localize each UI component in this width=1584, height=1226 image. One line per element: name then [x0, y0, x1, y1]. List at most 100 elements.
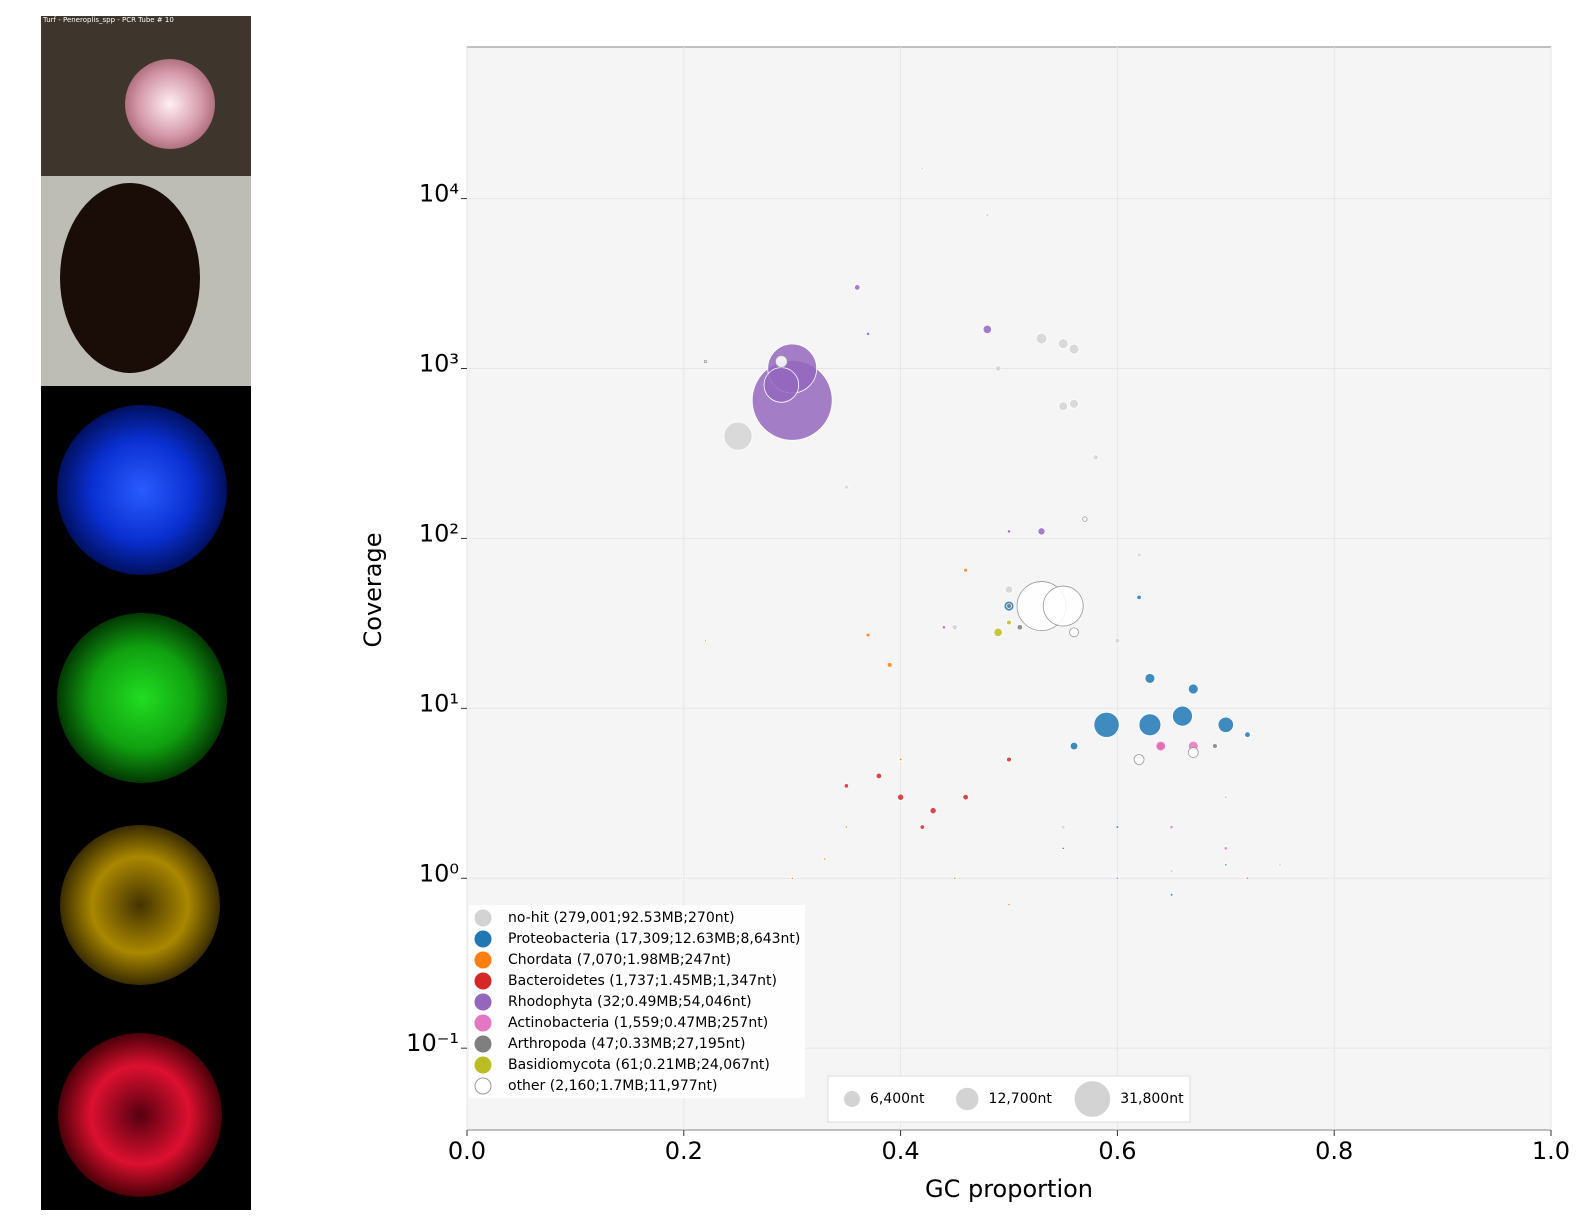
size-legend-marker: [956, 1088, 979, 1111]
bubble: [942, 626, 945, 629]
y-tick-label: 10⁴: [419, 180, 459, 208]
caption: Turf - Peneroplis_spp - PCR Tube # 10: [42, 16, 174, 24]
figure: Turf - Peneroplis_spp - PCR Tube # 10 GC…: [0, 0, 1584, 1222]
bubble: [724, 422, 752, 450]
bubble: [887, 663, 892, 668]
legend-marker: [475, 931, 491, 947]
bubble: [1134, 754, 1144, 764]
y-axis-label: Coverage: [359, 533, 387, 648]
bubble: [1188, 747, 1198, 757]
size-legend-label: 31,800nt: [1120, 1091, 1184, 1107]
bubble: [920, 825, 924, 829]
legend-label: Actinobacteria (1,559;0.47MB;257nt): [508, 1015, 768, 1031]
bubble: [1069, 344, 1079, 354]
bubble: [921, 167, 924, 170]
shell: [60, 183, 200, 373]
size-legend-label: 6,400nt: [870, 1091, 925, 1107]
bubble: [1224, 847, 1227, 850]
legend-label: Bacteroidetes (1,737;1.45MB;1,347nt): [508, 973, 777, 989]
shell: [57, 405, 227, 575]
x-tick-label: 0.4: [882, 1137, 920, 1165]
bubble: [1139, 714, 1161, 736]
bubble: [1070, 399, 1079, 408]
x-tick-label: 0.2: [665, 1137, 703, 1165]
legend-marker: [475, 910, 491, 926]
bubble: [844, 784, 848, 788]
bubble: [1070, 628, 1079, 637]
bubble: [704, 640, 706, 642]
x-tick-label: 1.0: [1532, 1137, 1570, 1165]
bubble: [704, 360, 706, 362]
x-tick-label: 0.6: [1098, 1137, 1136, 1165]
legend-marker: [475, 973, 491, 989]
bubble: [1038, 528, 1045, 535]
bubble: [1170, 870, 1173, 873]
bubble: [1005, 586, 1013, 594]
bubble: [764, 368, 799, 403]
bubble: [1008, 903, 1010, 905]
legend-label: no-hit (279,001;92.53MB;270nt): [508, 910, 735, 926]
legend-marker: [475, 952, 491, 968]
bubble: [1137, 553, 1141, 557]
bubble: [866, 332, 869, 335]
legend-label: Rhodophyta (32;0.49MB;54,046nt): [508, 994, 752, 1010]
bubble: [983, 325, 991, 333]
size-legend-marker: [844, 1091, 860, 1107]
bubble: [1170, 825, 1173, 828]
bubble: [854, 285, 860, 291]
legend-label: other (2,160;1.7MB;11,977nt): [508, 1078, 717, 1094]
bubble: [1061, 825, 1065, 829]
bubble: [1115, 638, 1120, 643]
bubble: [1007, 530, 1010, 533]
size-legend-marker: [1075, 1081, 1111, 1117]
bubble: [1279, 863, 1282, 866]
x-tick-label: 0.8: [1315, 1137, 1353, 1165]
bubble: [866, 633, 870, 637]
bubble: [897, 794, 903, 800]
bubble: [823, 858, 825, 860]
y-tick-label: 10⁻¹: [406, 1029, 459, 1057]
shell: [58, 1033, 222, 1197]
bubble: [1017, 624, 1023, 630]
bubble: [986, 213, 989, 216]
bubble: [1070, 742, 1078, 750]
bubble: [899, 758, 902, 761]
bubble: [1245, 732, 1251, 738]
shell: [60, 825, 220, 985]
size-legend-label: 12,700nt: [989, 1091, 1053, 1107]
legend-marker: [475, 1036, 491, 1052]
x-axis-label: GC proportion: [925, 1175, 1093, 1203]
bubble: [1218, 717, 1233, 732]
bubble: [1225, 864, 1227, 866]
bubble: [1145, 673, 1155, 683]
bubble: [952, 624, 958, 630]
bubble: [1170, 893, 1173, 896]
bubble: [1059, 402, 1068, 411]
y-tick-label: 10³: [419, 350, 459, 378]
bubble: [964, 568, 968, 572]
legend-label: Arthropoda (47;0.33MB;27,195nt): [508, 1036, 745, 1052]
y-tick-label: 10¹: [419, 689, 459, 717]
bubble: [876, 773, 882, 779]
bubble: [1188, 684, 1198, 694]
x-tick-label: 0.0: [448, 1137, 486, 1165]
bubble: [1094, 712, 1119, 737]
bubble: [1156, 741, 1166, 751]
bubble: [1116, 826, 1119, 829]
bubble: [1058, 339, 1068, 349]
legend-label: Proteobacteria (17,309;12.63MB;8,643nt): [508, 931, 800, 947]
bubble: [1172, 706, 1192, 726]
bubble: [1213, 744, 1218, 749]
bubble: [994, 628, 1002, 636]
bubble: [1224, 795, 1227, 798]
legend-label: Basidiomycota (61;0.21MB;24,067nt): [508, 1057, 770, 1073]
shell: [125, 59, 215, 149]
shell: [57, 613, 227, 783]
bubble: [1036, 333, 1047, 344]
bubble: [845, 826, 847, 828]
image-panel: Turf - Peneroplis_spp - PCR Tube # 10: [41, 16, 251, 1210]
bubble: [1007, 604, 1012, 609]
bubble: [1007, 620, 1012, 625]
bubble: [682, 877, 685, 880]
bubble: [930, 807, 936, 813]
